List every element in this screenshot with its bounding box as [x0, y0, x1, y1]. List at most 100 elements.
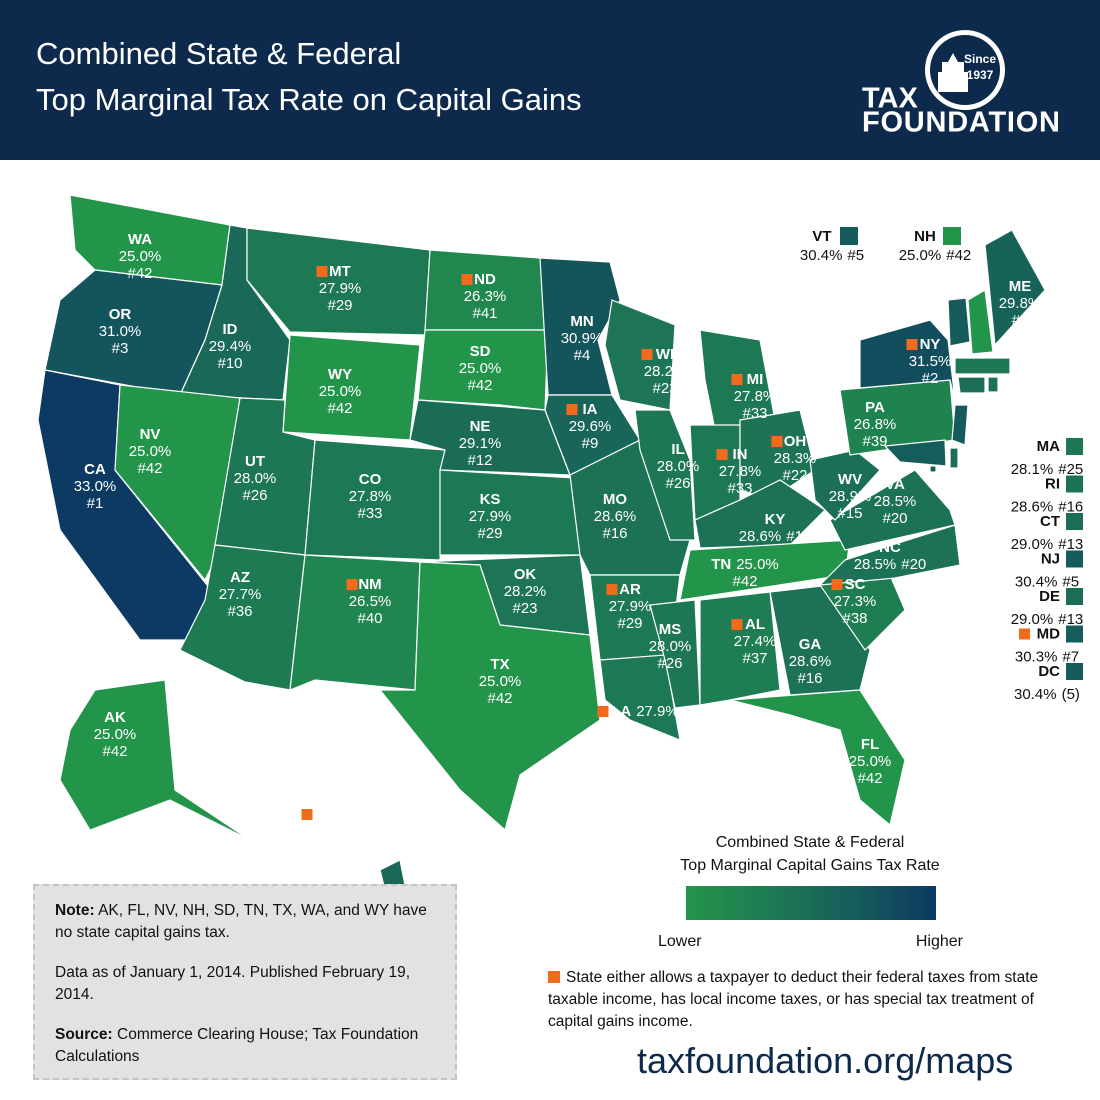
state-label: TX	[490, 656, 509, 673]
state-rank: #26	[665, 475, 690, 492]
state-rate: 28.2%	[644, 363, 687, 380]
state-rate: 33.0%	[74, 478, 117, 495]
state-label: 25.0%	[129, 443, 172, 460]
state-label: 29.4%	[304, 823, 347, 840]
state-rank: #8	[1012, 312, 1029, 329]
state-abbr: WI	[656, 346, 674, 363]
state-label: #10	[312, 840, 337, 857]
state-label: 27.8%	[349, 488, 392, 505]
state-label: #41	[472, 305, 497, 322]
note-text: AK, FL, NV, NH, SD, TN, TX, WA, and WY h…	[55, 902, 427, 941]
flag-marker	[641, 349, 653, 360]
state-abbr: SD	[470, 343, 491, 360]
state-label: 25.0%	[479, 673, 522, 690]
state-rate: 29.8%	[999, 295, 1042, 312]
state-shape	[599, 654, 681, 741]
state-rate: 27.3%	[834, 593, 877, 610]
state-label: 30.3% #7	[1015, 648, 1079, 665]
state-rate: 25.0%	[129, 443, 172, 460]
state-label: SC	[845, 576, 866, 593]
flag-marker	[906, 339, 918, 350]
state-rate: 27.4%	[734, 633, 777, 650]
state-rate: 30.4%	[800, 247, 843, 264]
state-label: #42	[467, 377, 492, 394]
flag-marker	[606, 584, 618, 595]
state-rate: 28.9%	[829, 488, 872, 505]
state-shape	[949, 447, 959, 469]
note-label: Note:	[55, 902, 95, 919]
state-shape	[818, 524, 961, 586]
state-abbr: MS	[659, 621, 682, 638]
state-label: 27.3%	[834, 593, 877, 610]
state-rank: #3	[112, 340, 129, 357]
state-shape	[289, 554, 421, 691]
state-rate: 27.9%	[469, 508, 512, 525]
state-abbr: WV	[838, 471, 862, 488]
state-rate: 25.0%	[736, 556, 779, 573]
state-label: 27.9%	[319, 280, 362, 297]
state-rank: #15	[837, 505, 862, 522]
state-rate: 31.5%	[909, 353, 952, 370]
state-abbr: PA	[865, 399, 885, 416]
state-rate: 28.6%	[789, 653, 832, 670]
title-line: Top Marginal Tax Rate on Capital Gains	[36, 82, 582, 117]
state-rate: 26.3%	[464, 288, 507, 305]
key-swatch	[840, 227, 858, 245]
state-label: 28.6%	[789, 653, 832, 670]
state-label: #33	[727, 480, 752, 497]
state-rank: #10	[217, 355, 242, 372]
capitol-icon	[938, 53, 968, 92]
state-abbr: ID	[223, 321, 238, 338]
state-abbr: AR	[619, 581, 641, 598]
logo-year: 1937	[967, 68, 994, 82]
legend-high: Higher	[916, 933, 964, 950]
state-rank: #20	[882, 510, 907, 527]
state-rate: 27.9%	[609, 598, 652, 615]
state-abbr: CO	[359, 471, 382, 488]
state-shape	[634, 409, 696, 541]
state-abbr: NC	[879, 539, 901, 556]
state-abbr: TX	[490, 656, 509, 673]
state-label: NH	[914, 228, 936, 245]
state-rate: 29.4%	[304, 823, 347, 840]
state-label: DE	[1039, 588, 1060, 605]
state-rate: 27.8%	[734, 388, 777, 405]
state-shape	[984, 229, 1046, 347]
state-label: 27.7%	[219, 586, 262, 603]
state-label: 29.1%	[459, 435, 502, 452]
state-rate: 29.6%	[569, 418, 612, 435]
state-rank: #29	[617, 615, 642, 632]
state-rank: #1	[87, 495, 104, 512]
state-abbr: IN	[733, 446, 748, 463]
state-rank: #29	[327, 297, 352, 314]
legend-title: Combined State & Federal	[716, 834, 905, 851]
state-shape	[649, 599, 701, 709]
state-rate: 31.0%	[99, 323, 142, 340]
state-label: GA	[799, 636, 822, 653]
state-rate: 28.6%	[594, 508, 637, 525]
state-label: MT	[329, 263, 351, 280]
state-rank: #37	[742, 650, 767, 667]
state-label: 27.8%	[734, 388, 777, 405]
state-label: NY	[920, 336, 941, 353]
state-rate: 25.0%	[479, 673, 522, 690]
state-rate: 29.0%	[1011, 611, 1054, 628]
state-shape	[246, 227, 431, 336]
state-rate: 28.0%	[649, 638, 692, 655]
state-rank: #36	[227, 603, 252, 620]
state-abbr: ME	[1009, 278, 1032, 295]
state-label: 28.6% #16	[739, 528, 812, 545]
state-abbr: MT	[329, 263, 351, 280]
state-rank: #5	[847, 247, 864, 264]
state-rate: 30.3%	[1015, 648, 1058, 665]
legend-gradient	[686, 886, 936, 920]
state-rank: #29	[477, 525, 502, 542]
state-abbr: MO	[603, 491, 627, 508]
state-label: 28.2%	[644, 363, 687, 380]
state-rate: 25.0%	[319, 383, 362, 400]
state-label: 26.3%	[464, 288, 507, 305]
state-label: IN	[733, 446, 748, 463]
flag-marker	[731, 619, 743, 630]
state-rank: #23	[512, 600, 537, 617]
